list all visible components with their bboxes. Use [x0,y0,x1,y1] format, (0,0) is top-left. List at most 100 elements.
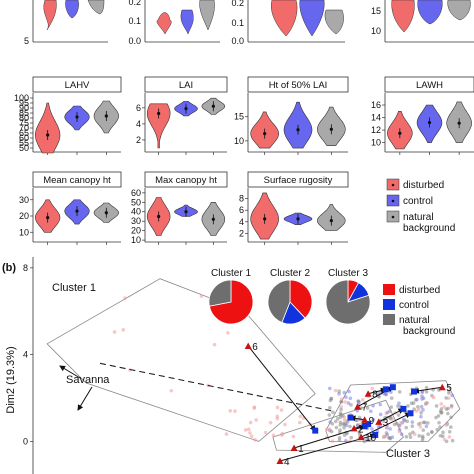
panel-title-box [247,76,349,93]
y-tick-label: 2 [136,135,141,145]
scatter-point [406,404,410,408]
top-panel-3: 0.0 0.1 0.2 [231,0,345,46]
scatter-point [449,425,453,429]
scatter-point [438,409,443,414]
arrow-10 [360,412,412,438]
scatter-point [409,401,414,406]
median-point [184,107,188,111]
scatter-point [371,417,376,422]
scatter-point [412,407,416,411]
scatter-point [420,434,425,439]
point-label-9: 9 [369,416,375,427]
scatter-point [390,435,395,439]
scatter-point [418,425,423,429]
panel-title-box [247,171,349,188]
scatter-point [365,406,370,410]
scatter-point [328,420,333,424]
legend-a-label: control [403,196,433,207]
scatter-point [430,429,434,434]
scatter-point [226,331,230,335]
scatter-point [397,401,401,405]
median-point [296,217,300,221]
scatter-point [327,427,332,431]
svg-text:0.2: 0.2 [128,0,141,7]
control-square-10 [407,410,414,417]
legend-b-label: natural [399,315,430,326]
scatter-point [421,396,426,401]
scatter-point [388,427,392,431]
scatter-point [442,405,447,409]
point-label-7: 7 [362,403,368,414]
scatter-point [275,405,280,410]
scatter-point [357,430,362,435]
scatter-point [420,390,424,395]
scatter-point [378,412,383,417]
scatter-point [450,393,454,398]
scatter-point [377,394,381,399]
control-square-1 [361,423,368,430]
arrow-6 [247,345,316,432]
y-tick-label: 10 [234,136,244,146]
top-panel-4: 15 10 [371,0,474,43]
y-tick-label: 60 [131,188,141,198]
scatter-point [419,404,424,409]
scatter-point [368,409,373,414]
scatter-point [328,386,332,391]
y-tick-label: 12 [371,125,381,135]
legend-a-dot [391,215,395,219]
scatter-point [344,395,348,399]
control-square-3 [400,405,407,412]
median-point [398,131,402,135]
scatter-point [396,413,401,417]
y-tick-label: 4 [136,119,141,129]
legend-b-swatch-2 [383,314,395,325]
scatter-point [298,420,302,425]
scatter-point [416,404,420,409]
point-label-2: 2 [358,424,364,435]
scatter-point [298,414,303,419]
scatter-point [357,400,361,405]
y-tick-label: 10 [371,138,381,148]
scatter-point [337,435,342,440]
scatter-point [389,396,394,400]
control-square-4 [372,431,379,438]
scatter-point [212,342,217,347]
scatter-point [329,396,334,401]
y-tick-label: 2 [239,228,244,238]
scatter-point [447,435,452,439]
scatter-point [410,424,415,429]
panel-title: LAWH [416,80,443,91]
y-tick-label: 70 [19,123,29,133]
scatter-point [381,435,386,440]
scatter-point [389,390,393,395]
disturbed-triangle-4 [276,457,284,464]
panel-title: LAI [179,80,193,91]
panel-b-label: (b) [2,262,16,274]
panel-b: (b) 048 Dim2 (19.3%) 12345678910Cluster … [2,257,461,474]
violin-panel-mean-canopy-ht: Mean canopy ht 10 20 30 [19,171,122,245]
cluster-3-hull [325,380,461,442]
pie-title: Cluster 1 [211,268,251,279]
disturbed-triangle-5 [438,383,446,391]
panel-title: Surface rugosity [264,175,333,186]
scatter-point [384,392,389,397]
disturbed-triangle-10 [357,433,365,441]
scatter-point [331,410,335,415]
scatter-point [378,402,383,407]
scatter-point [348,396,353,401]
scatter-point [405,419,410,424]
violin-panel-ht-of-50-lai: Ht of 50% LAI 10 15 [234,76,349,155]
pie-cluster-2: Cluster 2 [267,268,313,325]
scatter-point [417,422,421,426]
scatter-point [271,433,276,438]
pie-cluster-3: Cluster 3 [325,268,371,325]
scatter-point [348,424,352,429]
disturbed-triangle-3 [375,418,383,425]
scatter-point [228,408,233,413]
scatter-point [345,420,350,424]
scatter-point [412,432,417,437]
svg-text:5: 5 [24,36,29,46]
pie-title: Cluster 2 [270,268,310,279]
